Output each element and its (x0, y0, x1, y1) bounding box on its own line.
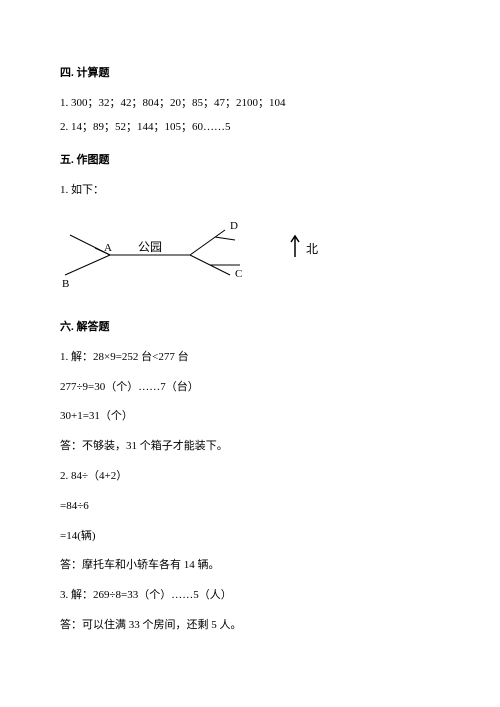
section4-title: 四. 计算题 (60, 64, 440, 84)
park-diagram-svg: A B C D 公园 (60, 215, 280, 300)
section6-title: 六. 解答题 (60, 318, 440, 338)
label-park: 公园 (138, 240, 162, 254)
q2-line3: =14(辆) (60, 527, 440, 547)
q2-line1: 2. 84÷（4+2） (60, 467, 440, 487)
section5-line1: 1. 如下： (60, 181, 440, 201)
label-C: C (235, 268, 242, 280)
q1-line3: 30+1=31（个） (60, 407, 440, 427)
label-D: D (230, 220, 238, 232)
north-indicator: 北 (290, 233, 318, 267)
q3-line2: 答：可以住满 33 个房间，还剩 5 人。 (60, 616, 440, 636)
q2-line4: 答：摩托车和小轿车各有 14 辆。 (60, 556, 440, 576)
q1-line4: 答：不够装，31 个箱子才能装下。 (60, 437, 440, 457)
diagram: A B C D 公园 北 (60, 215, 440, 300)
q1-line2: 277÷9=30（个）……7（台） (60, 378, 440, 398)
north-label: 北 (306, 239, 318, 261)
label-B: B (62, 278, 69, 290)
q1-line1: 1. 解：28×9=252 台<277 台 (60, 348, 440, 368)
section4-line1: 1. 300；32；42；804；20；85；47；2100；104 (60, 94, 440, 114)
label-A: A (104, 242, 112, 254)
section5-title: 五. 作图题 (60, 151, 440, 171)
north-arrow-icon (290, 233, 300, 267)
page: 四. 计算题 1. 300；32；42；804；20；85；47；2100；10… (0, 0, 500, 707)
q3-line1: 3. 解：269÷8=33（个）……5（人） (60, 586, 440, 606)
q2-line2: =84÷6 (60, 497, 440, 517)
section4-line2: 2. 14；89；52；144；105；60……5 (60, 118, 440, 138)
